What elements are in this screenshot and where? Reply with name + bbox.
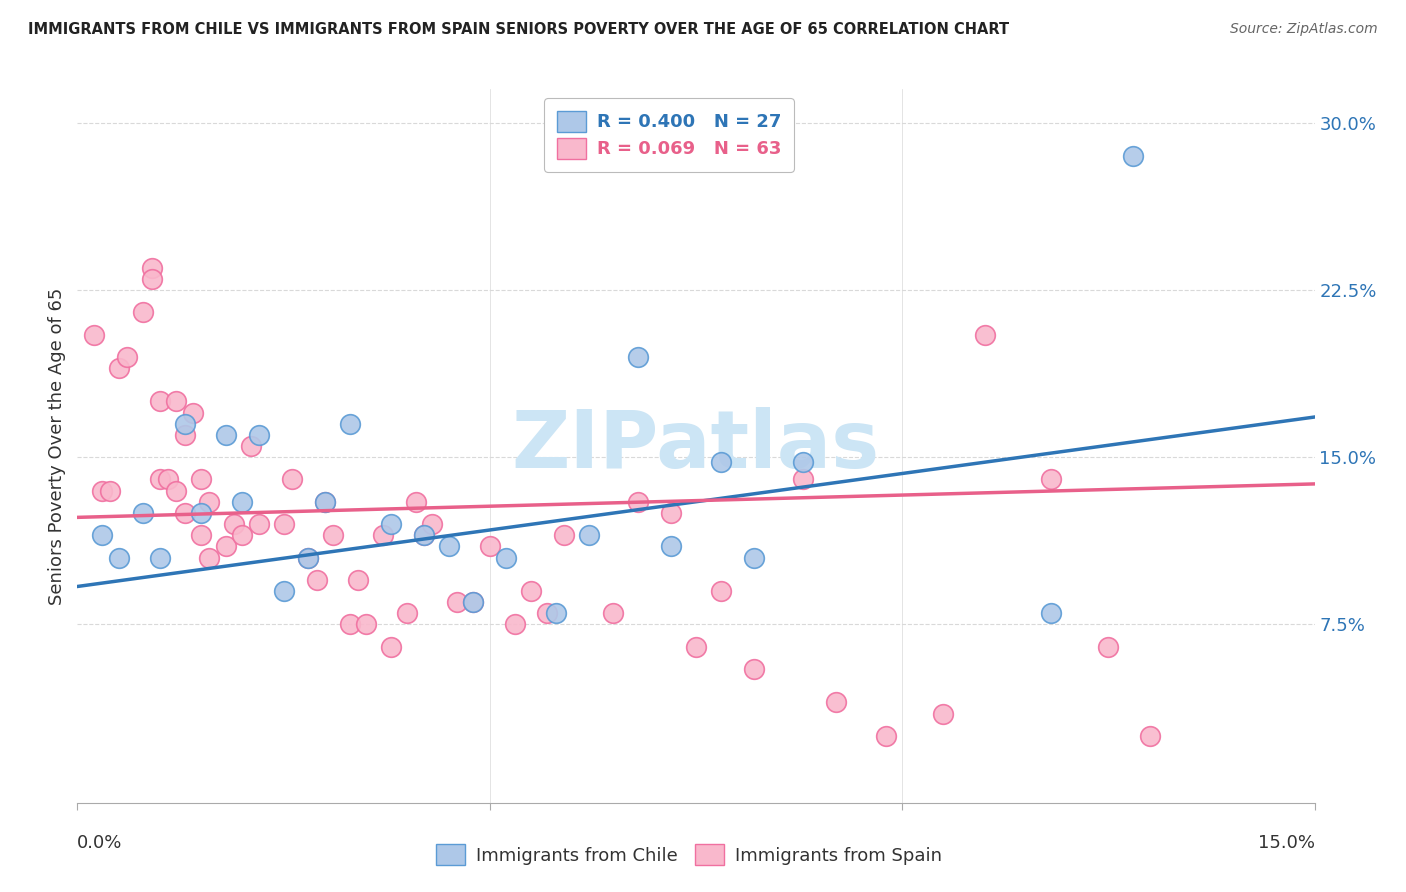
Legend: Immigrants from Chile, Immigrants from Spain: Immigrants from Chile, Immigrants from S… — [427, 835, 950, 874]
Text: IMMIGRANTS FROM CHILE VS IMMIGRANTS FROM SPAIN SENIORS POVERTY OVER THE AGE OF 6: IMMIGRANTS FROM CHILE VS IMMIGRANTS FROM… — [28, 22, 1010, 37]
Point — [173, 417, 195, 431]
Point — [710, 583, 733, 598]
Point — [149, 472, 172, 486]
Point — [742, 550, 765, 565]
Point — [157, 472, 180, 486]
Point — [141, 260, 163, 275]
Point — [536, 607, 558, 621]
Point — [173, 427, 195, 442]
Text: 0.0%: 0.0% — [77, 834, 122, 852]
Point — [578, 149, 600, 163]
Point — [281, 472, 304, 486]
Point — [792, 455, 814, 469]
Point — [405, 494, 427, 508]
Point — [297, 550, 319, 565]
Point — [297, 550, 319, 565]
Point — [1097, 640, 1119, 654]
Point — [107, 550, 129, 565]
Point — [132, 305, 155, 319]
Point — [396, 607, 419, 621]
Point — [314, 494, 336, 508]
Point — [273, 583, 295, 598]
Point — [420, 517, 443, 532]
Point — [165, 394, 187, 409]
Point — [115, 350, 138, 364]
Point — [222, 517, 245, 532]
Point — [553, 528, 575, 542]
Text: 15.0%: 15.0% — [1257, 834, 1315, 852]
Point — [339, 617, 361, 632]
Point — [1122, 149, 1144, 163]
Point — [627, 350, 650, 364]
Point — [463, 595, 485, 609]
Point — [463, 595, 485, 609]
Point — [412, 528, 434, 542]
Point — [875, 729, 897, 743]
Point — [446, 595, 468, 609]
Point — [520, 583, 543, 598]
Legend: R = 0.400   N = 27, R = 0.069   N = 63: R = 0.400 N = 27, R = 0.069 N = 63 — [544, 98, 793, 171]
Point — [437, 539, 460, 553]
Point — [792, 472, 814, 486]
Point — [825, 696, 848, 710]
Point — [371, 528, 394, 542]
Point — [412, 528, 434, 542]
Point — [1039, 472, 1062, 486]
Text: ZIPatlas: ZIPatlas — [512, 407, 880, 485]
Point — [107, 361, 129, 376]
Point — [314, 494, 336, 508]
Point — [346, 573, 368, 587]
Point — [231, 528, 253, 542]
Point — [231, 494, 253, 508]
Point — [561, 149, 583, 163]
Point — [1039, 607, 1062, 621]
Point — [380, 640, 402, 654]
Point — [91, 528, 114, 542]
Point — [198, 550, 221, 565]
Point — [215, 539, 238, 553]
Point — [495, 550, 517, 565]
Point — [478, 539, 501, 553]
Text: Source: ZipAtlas.com: Source: ZipAtlas.com — [1230, 22, 1378, 37]
Point — [544, 607, 567, 621]
Point — [149, 394, 172, 409]
Point — [339, 417, 361, 431]
Point — [91, 483, 114, 498]
Point — [354, 617, 377, 632]
Point — [132, 506, 155, 520]
Point — [239, 439, 262, 453]
Point — [141, 271, 163, 285]
Point — [1139, 729, 1161, 743]
Point — [659, 506, 682, 520]
Point — [973, 327, 995, 342]
Point — [503, 617, 526, 632]
Point — [98, 483, 121, 498]
Point — [165, 483, 187, 498]
Point — [247, 427, 270, 442]
Point — [198, 494, 221, 508]
Point — [380, 517, 402, 532]
Point — [710, 455, 733, 469]
Point — [932, 706, 955, 721]
Point — [602, 607, 624, 621]
Point — [627, 494, 650, 508]
Point — [578, 528, 600, 542]
Point — [149, 550, 172, 565]
Point — [742, 662, 765, 676]
Point — [322, 528, 344, 542]
Point — [273, 517, 295, 532]
Point — [659, 539, 682, 553]
Y-axis label: Seniors Poverty Over the Age of 65: Seniors Poverty Over the Age of 65 — [48, 287, 66, 605]
Point — [305, 573, 328, 587]
Point — [685, 640, 707, 654]
Point — [173, 506, 195, 520]
Point — [247, 517, 270, 532]
Point — [190, 528, 212, 542]
Point — [83, 327, 105, 342]
Point — [181, 405, 204, 419]
Point — [190, 506, 212, 520]
Point — [215, 427, 238, 442]
Point — [190, 472, 212, 486]
